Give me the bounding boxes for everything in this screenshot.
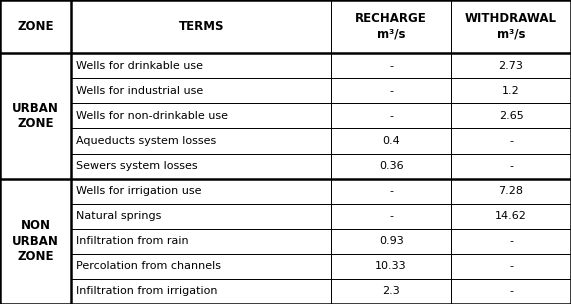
Bar — [71, 154, 331, 179]
Bar — [451, 179, 571, 204]
Text: 2.65: 2.65 — [498, 111, 524, 121]
Text: Wells for non-drinkable use: Wells for non-drinkable use — [77, 111, 228, 121]
Text: URBAN
ZONE: URBAN ZONE — [12, 102, 59, 130]
Text: ZONE: ZONE — [18, 20, 54, 33]
Bar — [71, 128, 331, 154]
Text: -: - — [509, 286, 513, 296]
Text: 1.2: 1.2 — [502, 86, 520, 96]
Text: TERMS: TERMS — [179, 20, 224, 33]
Text: -: - — [509, 236, 513, 246]
Bar — [331, 103, 451, 128]
Text: Percolation from channels: Percolation from channels — [77, 261, 222, 271]
Text: -: - — [389, 111, 393, 121]
Text: -: - — [389, 61, 393, 71]
Text: Wells for industrial use: Wells for industrial use — [77, 86, 204, 96]
Text: -: - — [389, 86, 393, 96]
Text: Natural springs: Natural springs — [77, 211, 162, 221]
Text: NON
URBAN
ZONE: NON URBAN ZONE — [12, 219, 59, 263]
Text: -: - — [389, 211, 393, 221]
Bar — [331, 128, 451, 154]
Text: 10.33: 10.33 — [375, 261, 407, 271]
Bar — [331, 279, 451, 304]
Bar — [0, 53, 71, 179]
Bar — [71, 0, 331, 53]
Bar — [0, 0, 71, 53]
Text: 2.73: 2.73 — [498, 61, 524, 71]
Text: Aqueducts system losses: Aqueducts system losses — [77, 136, 216, 146]
Text: -: - — [389, 186, 393, 196]
Bar — [71, 204, 331, 229]
Bar — [451, 154, 571, 179]
Text: -: - — [509, 161, 513, 171]
Bar — [71, 279, 331, 304]
Text: 0.36: 0.36 — [379, 161, 404, 171]
Text: 2.3: 2.3 — [382, 286, 400, 296]
Bar — [451, 0, 571, 53]
Bar — [331, 0, 451, 53]
Bar — [451, 103, 571, 128]
Bar — [71, 103, 331, 128]
Bar — [451, 53, 571, 78]
Bar — [331, 229, 451, 254]
Bar — [71, 229, 331, 254]
Bar — [331, 53, 451, 78]
Bar — [451, 229, 571, 254]
Text: -: - — [509, 136, 513, 146]
Bar — [71, 254, 331, 279]
Text: 14.62: 14.62 — [495, 211, 527, 221]
Bar — [331, 154, 451, 179]
Text: WITHDRAWAL
m³/s: WITHDRAWAL m³/s — [465, 12, 557, 41]
Bar — [331, 179, 451, 204]
Bar — [451, 78, 571, 103]
Text: Wells for irrigation use: Wells for irrigation use — [77, 186, 202, 196]
Bar — [71, 179, 331, 204]
Bar — [71, 53, 331, 78]
Bar — [71, 78, 331, 103]
Bar — [451, 279, 571, 304]
Text: Infiltration from rain: Infiltration from rain — [77, 236, 189, 246]
Text: Wells for drinkable use: Wells for drinkable use — [77, 61, 203, 71]
Text: 7.28: 7.28 — [498, 186, 524, 196]
Bar — [451, 254, 571, 279]
Bar — [451, 128, 571, 154]
Text: 0.4: 0.4 — [382, 136, 400, 146]
Bar — [451, 204, 571, 229]
Bar — [331, 254, 451, 279]
Text: Sewers system losses: Sewers system losses — [77, 161, 198, 171]
Bar — [0, 179, 71, 304]
Text: Infiltration from irrigation: Infiltration from irrigation — [77, 286, 218, 296]
Text: RECHARGE
m³/s: RECHARGE m³/s — [355, 12, 427, 41]
Text: -: - — [509, 261, 513, 271]
Bar — [331, 78, 451, 103]
Text: 0.93: 0.93 — [379, 236, 404, 246]
Bar — [331, 204, 451, 229]
